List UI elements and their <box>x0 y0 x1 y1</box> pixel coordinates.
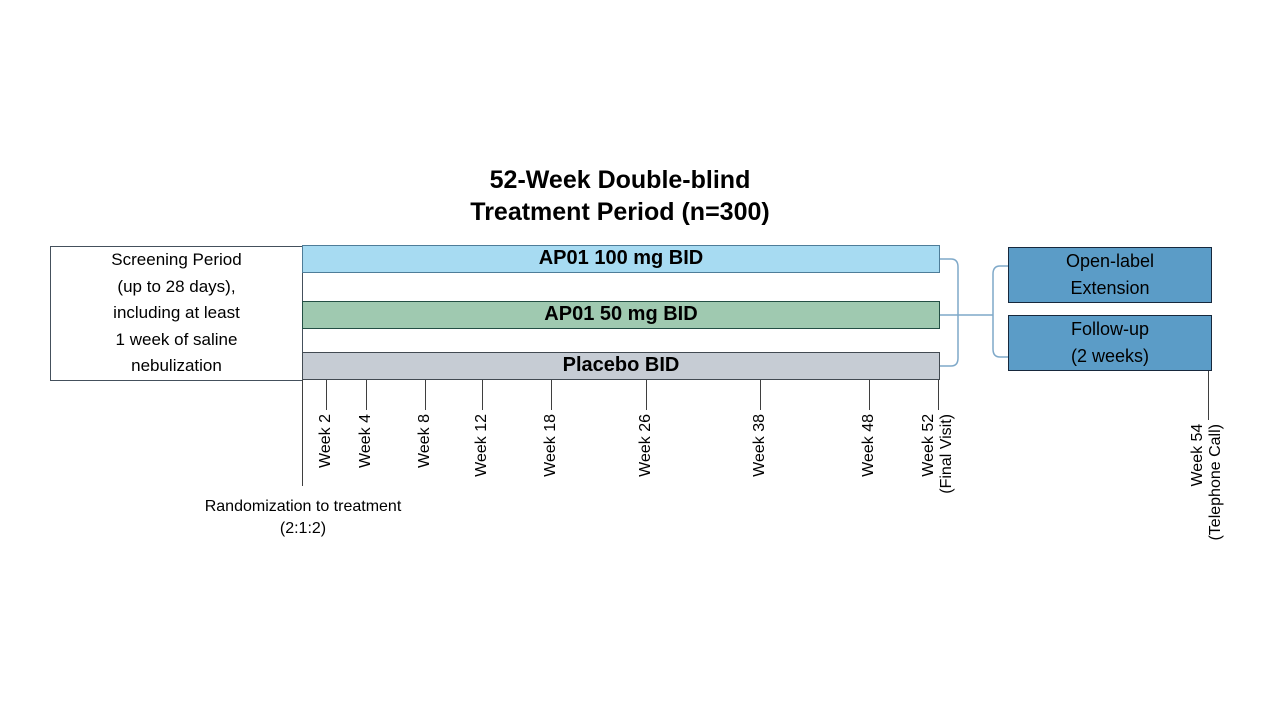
tick-line <box>481 380 483 410</box>
tick-label-wrap: Week 8 <box>416 414 434 468</box>
screening-period-box: Screening Period (up to 28 days), includ… <box>50 246 303 381</box>
tick-line <box>325 380 327 410</box>
tick-label-wrap: Week 4 <box>357 414 375 468</box>
tick-label-wrap: Week 26 <box>637 414 655 477</box>
extension-split-bracket <box>992 265 1008 358</box>
tick-line <box>759 380 761 410</box>
tick-label: Week 8 <box>416 414 433 468</box>
tick-label: Week 18 <box>542 414 559 477</box>
tick-label-wrap: Week 18 <box>542 414 560 477</box>
week54-label-wrap: Week 54 (Telephone Call) <box>1189 424 1225 541</box>
tick-label: Week 52 (Final Visit) <box>920 414 955 494</box>
tick-line <box>937 380 939 410</box>
tick-label-wrap: Week 38 <box>751 414 769 477</box>
arm-bar-placebo: Placebo BID <box>302 352 940 380</box>
tick-line <box>868 380 870 410</box>
tick-label: Week 2 <box>317 414 334 468</box>
arms-merge-bracket <box>940 258 959 367</box>
tick-line <box>550 380 552 410</box>
tick-label-wrap: Week 52 (Final Visit) <box>920 414 956 494</box>
week54-line <box>1208 371 1209 420</box>
diagram-title: 52-Week Double-blind Treatment Period (n… <box>470 166 770 226</box>
tick-line <box>645 380 647 410</box>
tick-label-wrap: Week 48 <box>860 414 878 477</box>
week54-label: Week 54 (Telephone Call) <box>1189 424 1224 541</box>
follow-up-box: Follow-up (2 weeks) <box>1008 315 1212 371</box>
tick-line <box>424 380 426 410</box>
tick-label: Week 12 <box>473 414 490 477</box>
tick-label: Week 4 <box>357 414 374 468</box>
arm-bar-ap01-100mg: AP01 100 mg BID <box>302 245 940 273</box>
open-label-extension-box: Open-label Extension <box>1008 247 1212 303</box>
tick-label: Week 38 <box>751 414 768 477</box>
tick-label: Week 26 <box>637 414 654 477</box>
tick-label: Week 48 <box>860 414 877 477</box>
tick-label-wrap: Week 2 <box>317 414 335 468</box>
randomization-label: Randomization to treatment (2:1:2) <box>204 498 402 537</box>
tick-label-wrap: Week 12 <box>473 414 491 477</box>
randomization-line <box>302 380 303 486</box>
tick-line <box>365 380 367 410</box>
arm-bar-ap01-50mg: AP01 50 mg BID <box>302 301 940 329</box>
